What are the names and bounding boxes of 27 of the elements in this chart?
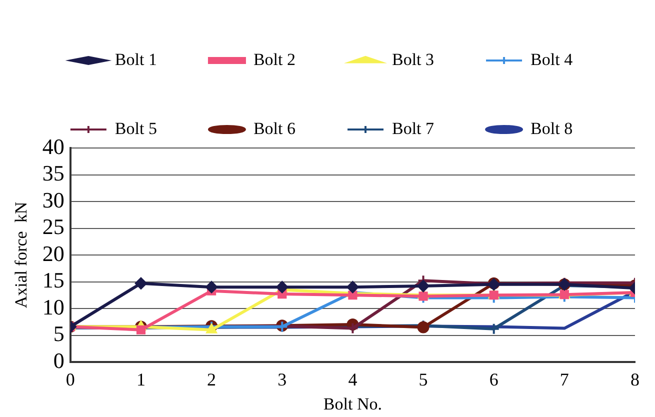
x-tick-label: 2 [207,370,216,390]
legend-label: Bolt 5 [114,118,157,138]
legend-label: Bolt 8 [530,118,573,138]
legend-label: Bolt 2 [253,50,296,69]
y-tick-label: 10 [42,294,64,320]
x-tick-label: 1 [136,370,146,390]
y-axis-title: Axial force kN [12,202,31,308]
y-tick-label: 0 [53,348,64,373]
y-tick-label: 15 [42,268,64,293]
x-tick-label: 5 [418,370,428,390]
y-tick-label: 35 [42,160,64,186]
y-tick-label: 30 [42,187,64,212]
y-tick-label: 40 [42,134,64,159]
legend-label: Bolt 6 [253,118,296,138]
x-tick-label: 8 [630,370,640,390]
x-tick-label: 3 [278,370,287,390]
legend-label: Bolt 1 [114,50,157,69]
x-tick-label: 6 [489,370,498,390]
x-tick-label: 4 [348,370,358,390]
y-tick-label: 5 [53,321,64,346]
x-axis-title: Bolt No. [323,394,382,414]
legend-label: Bolt 3 [392,50,434,69]
legend-label: Bolt 7 [392,118,435,138]
legend-label: Bolt 4 [530,50,574,69]
x-tick-label: 7 [560,370,569,390]
y-tick-label: 25 [42,214,64,240]
y-tick-label: 20 [42,240,64,266]
